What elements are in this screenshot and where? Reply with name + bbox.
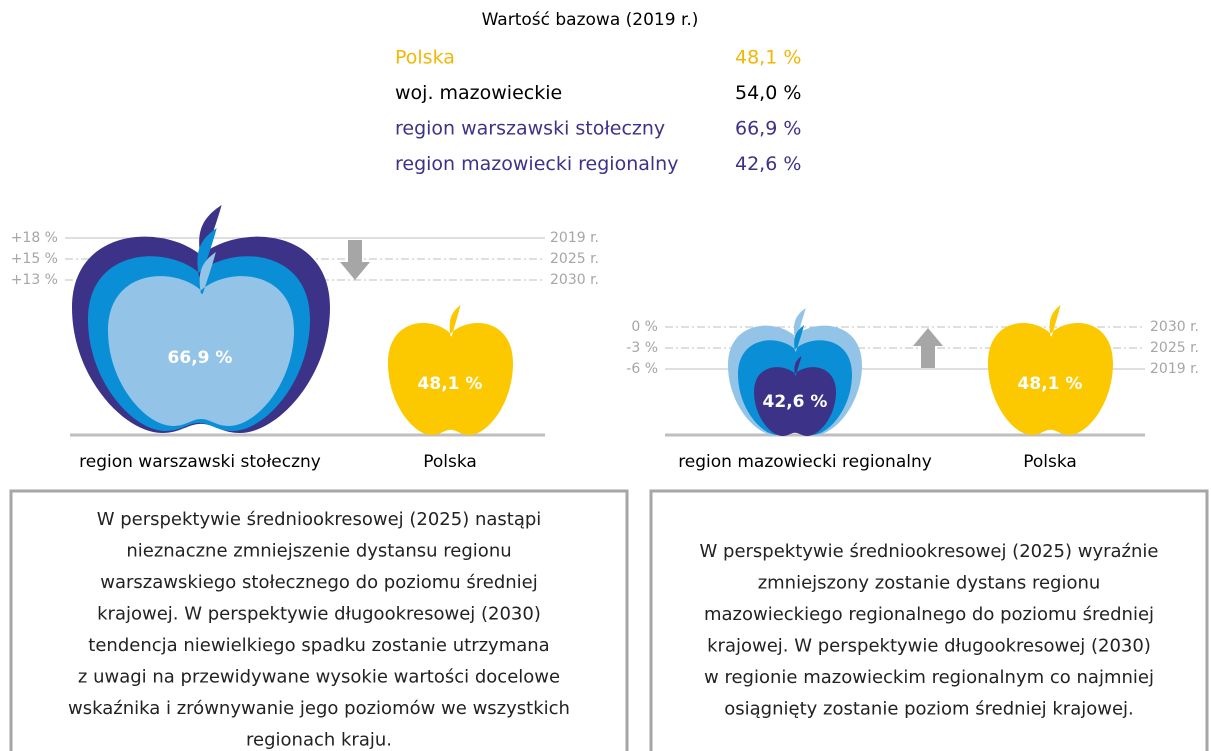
- paragraph-line: zmniejszony zostanie dystans regionu: [758, 573, 1101, 594]
- caption: Polska: [423, 452, 477, 472]
- paragraph-line: mazowieckiego regionalnego do poziomu śr…: [704, 604, 1154, 625]
- level-label: +13 %: [11, 272, 58, 288]
- left-panel: [65, 205, 545, 437]
- paragraph-line: tendencja niewielkiego spadku zostanie u…: [88, 635, 549, 656]
- legend-value: 48,1 %: [735, 47, 801, 69]
- caption: region mazowiecki regionalny: [678, 452, 932, 472]
- paragraph-line: osiągnięty zostanie poziom średniej kraj…: [724, 699, 1134, 720]
- arrow-down: [340, 240, 370, 280]
- year-label: 2025 r.: [1150, 340, 1199, 356]
- year-label: 2030 r.: [550, 272, 599, 288]
- legend-value: 66,9 %: [735, 118, 801, 140]
- year-label: 2030 r.: [1150, 319, 1199, 335]
- paragraph-line: krajowej. W perspektywie długookresowej …: [97, 604, 541, 625]
- level-label: 0 %: [631, 319, 658, 335]
- paragraph-line: W perspektywie średniookresowej (2025) n…: [97, 509, 542, 530]
- legend-name: woj. mazowieckie: [395, 82, 562, 104]
- level-label: +15 %: [11, 251, 58, 267]
- header-title: Wartość bazowa (2019 r.): [482, 10, 699, 30]
- paragraph-line: krajowej. W perspektywie długookresowej …: [707, 636, 1151, 657]
- caption: region warszawski stołeczny: [79, 452, 321, 472]
- right-panel: [665, 305, 1145, 437]
- year-label: 2019 r.: [550, 230, 599, 246]
- paragraph-line: W perspektywie średniookresowej (2025) w…: [700, 541, 1159, 562]
- legend-name: Polska: [395, 47, 455, 69]
- legend-value: 54,0 %: [735, 82, 801, 104]
- apple-value: 48,1 %: [1018, 374, 1083, 394]
- apple: [388, 305, 513, 435]
- paragraph-line: warszawskiego stołecznego do poziomu śre…: [100, 572, 537, 593]
- apple-value: 42,6 %: [763, 392, 828, 412]
- paragraph-line: w regionie mazowieckim regionalnym co na…: [704, 667, 1154, 688]
- apple-value: 48,1 %: [418, 374, 483, 394]
- level-label: +18 %: [11, 230, 58, 246]
- legend-name: region mazowiecki regionalny: [395, 153, 678, 175]
- paragraph-line: z uwagi na przewidywane wysokie wartości…: [78, 667, 560, 688]
- apple: [988, 305, 1113, 435]
- level-label: -3 %: [626, 340, 658, 356]
- level-label: -6 %: [626, 361, 658, 377]
- year-label: 2025 r.: [550, 251, 599, 267]
- legend: Polska 48,1 % woj. mazowieckie 54,0 % region…: [395, 47, 801, 176]
- paragraph-line: wskaźnika i zrównywanie jego poziomów we…: [68, 698, 570, 719]
- legend-value: 42,6 %: [735, 153, 801, 175]
- year-label: 2019 r.: [1150, 361, 1199, 377]
- arrow-up: [913, 328, 943, 368]
- text-box: [649, 489, 1209, 751]
- text-box: [9, 489, 629, 751]
- legend-name: region warszawski stołeczny: [395, 118, 665, 140]
- paragraph-line: regionach kraju.: [246, 730, 392, 751]
- paragraph-line: nieznaczne zmniejszenie dystansu regionu: [126, 541, 511, 562]
- apple-value: 66,9 %: [168, 348, 233, 368]
- caption: Polska: [1023, 452, 1077, 472]
